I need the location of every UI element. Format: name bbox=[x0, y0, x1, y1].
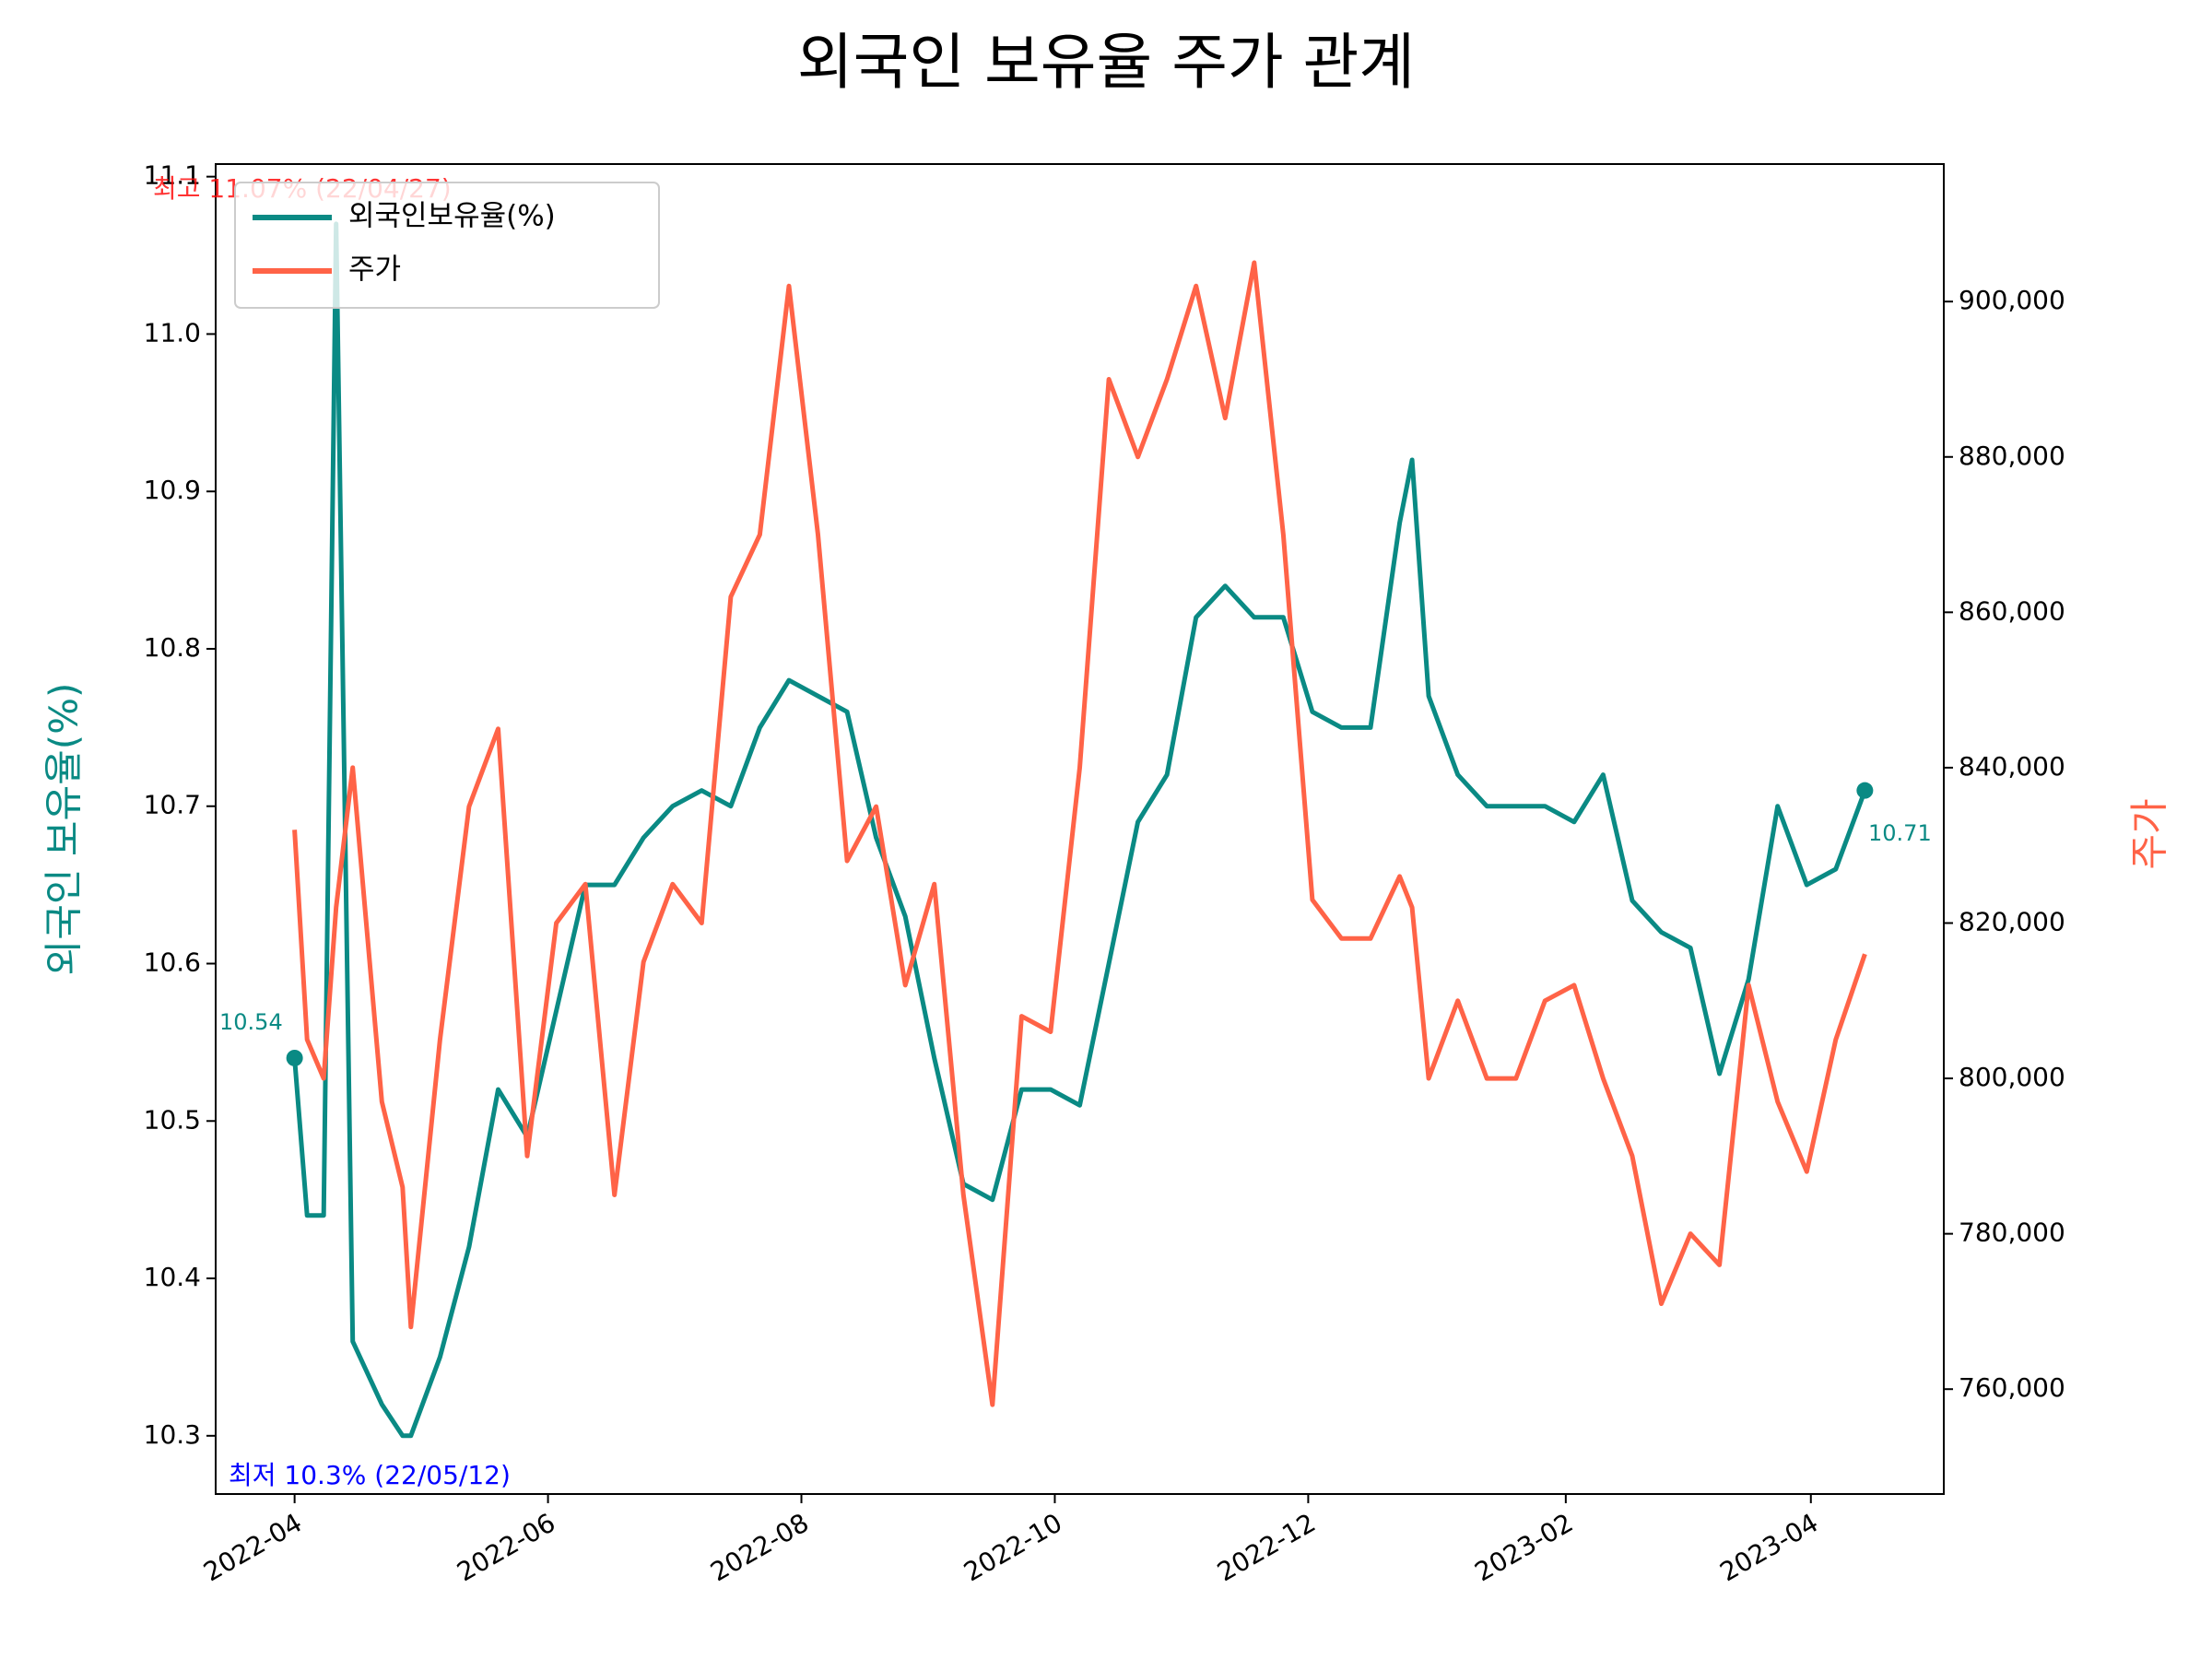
annotation: 최저 10.3% (22/05/12) bbox=[229, 1460, 511, 1490]
annotation: 10.71 bbox=[1868, 820, 1932, 846]
y-tick-label: 11.1 bbox=[144, 160, 201, 191]
y2-tick-label: 820,000 bbox=[1959, 906, 2065, 936]
y-tick-label: 10.6 bbox=[144, 947, 201, 978]
y2-axis-label: 주가 bbox=[2127, 798, 2172, 869]
y2-tick-label: 860,000 bbox=[1959, 595, 2065, 626]
y-tick-label: 10.8 bbox=[144, 632, 201, 663]
annotation: 10.54 bbox=[219, 1009, 283, 1035]
plot-frame bbox=[215, 163, 1945, 1495]
endpoint-marker bbox=[1856, 782, 1874, 799]
y-tick-label: 10.3 bbox=[144, 1419, 201, 1450]
series-line bbox=[292, 260, 1867, 1407]
y2-tick-label: 880,000 bbox=[1959, 441, 2065, 471]
y2-tick-label: 840,000 bbox=[1959, 751, 2065, 782]
y-tick-label: 11.0 bbox=[144, 317, 201, 347]
series-line bbox=[292, 221, 1867, 1439]
y2-tick-label: 780,000 bbox=[1959, 1218, 2065, 1248]
y2-tick-label: 800,000 bbox=[1959, 1062, 2065, 1092]
chart-title: 외국인 보유율 주가 관계 bbox=[797, 27, 1415, 98]
y-tick-label: 10.4 bbox=[144, 1262, 201, 1292]
legend-label: 외국인보유율(%) bbox=[348, 200, 556, 233]
y-tick-label: 10.5 bbox=[144, 1104, 201, 1135]
endpoint-marker bbox=[286, 1049, 303, 1066]
legend-label: 주가 bbox=[348, 253, 401, 287]
y2-tick-label: 900,000 bbox=[1959, 285, 2065, 315]
legend: 외국인보유율(%) 주가 bbox=[234, 182, 660, 309]
legend-box bbox=[234, 182, 660, 309]
y2-tick-label: 760,000 bbox=[1959, 1372, 2065, 1403]
y-axis-label: 외국인 보유율(%) bbox=[41, 683, 87, 976]
y-tick-label: 10.7 bbox=[144, 790, 201, 820]
y-tick-label: 10.9 bbox=[144, 475, 201, 505]
